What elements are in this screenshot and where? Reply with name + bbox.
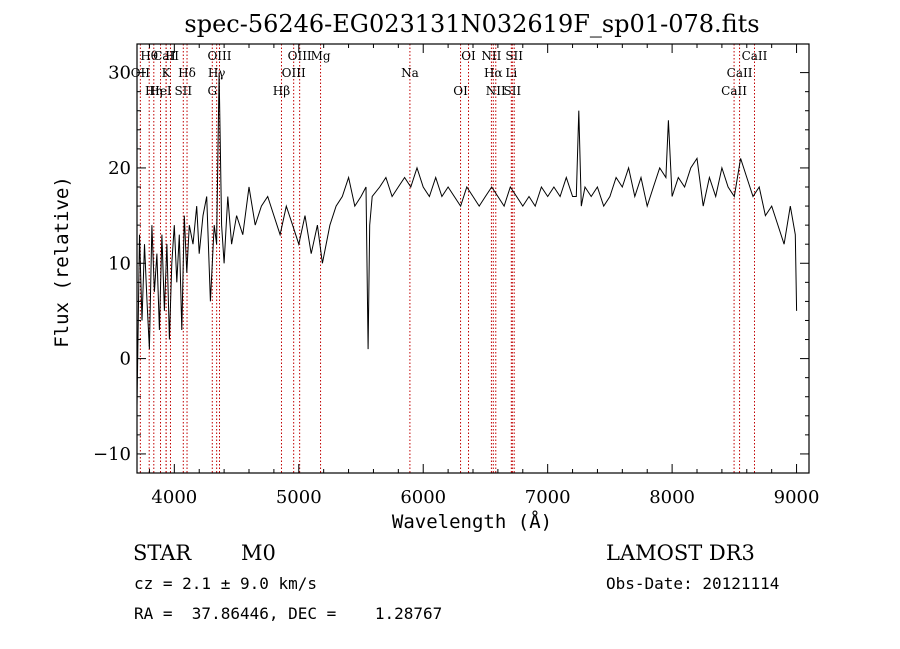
line-marker-label: Li — [505, 66, 517, 80]
line-marker-label: Hγ — [208, 66, 226, 80]
line-marker-label: Mg — [311, 49, 331, 63]
spectrum-series-line — [136, 72, 798, 407]
y-axis-label: Flux (relative) — [51, 176, 73, 348]
line-marker-label: HeI — [149, 84, 172, 98]
line-marker-label: Hδ — [178, 66, 196, 80]
object-class: STAR — [133, 541, 192, 565]
line-marker-label: CaII — [721, 84, 747, 98]
y-tick-label: 10 — [108, 253, 131, 274]
line-marker-label: K — [162, 66, 172, 80]
line-marker-label: OIII — [282, 66, 306, 80]
x-tick-label: 7000 — [525, 487, 571, 508]
line-marker-label: Hη — [145, 84, 163, 98]
x-tick-label: 5000 — [276, 487, 322, 508]
x-tick-label: 4000 — [151, 487, 197, 508]
line-marker-label: OI — [453, 84, 468, 98]
survey-name: LAMOST DR3 — [606, 541, 755, 565]
line-marker-label: OIII — [288, 49, 312, 63]
x-axis-label: Wavelength (Å) — [392, 510, 552, 533]
x-tick-label: 6000 — [400, 487, 446, 508]
spectral-line-markers — [139, 44, 755, 473]
x-tick-label: 9000 — [774, 487, 820, 508]
object-subclass: M0 — [241, 541, 276, 565]
observation-date: Obs-Date: 20121114 — [606, 574, 779, 593]
line-marker-label: OI — [461, 49, 476, 63]
line-marker-label: NII — [486, 84, 506, 98]
line-marker-label: Hα — [484, 66, 503, 80]
line-marker-label: H — [165, 49, 175, 63]
chart-title: spec-56246-EG023131N032619F_sp01-078.fit… — [184, 10, 759, 38]
line-marker-label: SII — [174, 84, 192, 98]
line-marker-label: SII — [503, 84, 521, 98]
y-tick-label: 0 — [120, 349, 131, 370]
coordinates: RA = 37.86446, DEC = 1.28767 — [134, 604, 442, 623]
line-marker-label: Hβ — [273, 84, 290, 98]
line-marker-label: CaII — [153, 49, 179, 63]
redshift-velocity: cz = 2.1 ± 9.0 km/s — [134, 574, 317, 593]
line-marker-label: Hθ — [140, 49, 158, 63]
spectral-line-labels: HθOIIHηCaIIKHeIHHδSIIOIIIHγGOIIIOIIIHβMg… — [131, 49, 768, 98]
y-axis-ticks: −10 0 10 20 30 — [93, 63, 809, 465]
y-tick-label: 20 — [108, 158, 131, 179]
x-tick-label: 8000 — [649, 487, 695, 508]
line-marker-label: Na — [401, 66, 419, 80]
line-marker-label: OIII — [207, 49, 231, 63]
line-marker-label: G — [207, 84, 217, 98]
line-marker-label: SII — [505, 49, 523, 63]
line-marker-label: CaII — [742, 49, 768, 63]
y-tick-label: −10 — [93, 444, 131, 465]
line-marker-label: CaII — [727, 66, 753, 80]
x-axis-ticks: 4000 5000 6000 7000 8000 9000 — [148, 44, 820, 508]
line-marker-label: NII — [481, 49, 501, 63]
y-tick-label: 30 — [108, 63, 131, 84]
plot-frame — [136, 43, 810, 474]
